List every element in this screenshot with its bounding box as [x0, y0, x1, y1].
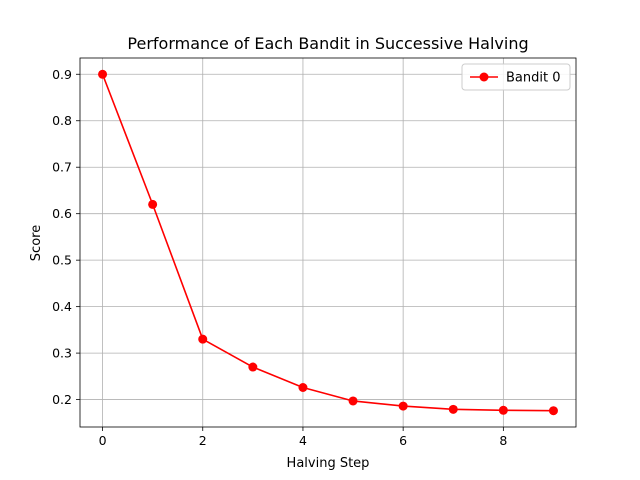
x-tick-label: 2 [199, 433, 207, 448]
data-point [248, 362, 258, 372]
plot-frame [79, 57, 577, 428]
data-point [198, 334, 208, 344]
x-tick-label: 4 [299, 433, 307, 448]
data-point [448, 404, 458, 414]
y-tick-label: 0.6 [52, 206, 72, 221]
data-point [398, 401, 408, 411]
series [98, 69, 558, 416]
y-tick-label: 0.2 [52, 392, 72, 407]
y-tick-label: 0.3 [52, 346, 72, 361]
data-point [98, 69, 108, 79]
legend: Bandit 0 [461, 63, 571, 91]
data-point [498, 405, 508, 415]
y-tick-label: 0.5 [52, 253, 72, 268]
series-line [101, 73, 554, 412]
axes [79, 57, 577, 428]
legend-label: Bandit 0 [506, 71, 561, 86]
legend-marker [479, 72, 489, 82]
data-point [298, 382, 308, 392]
y-tick-label: 0.8 [52, 113, 72, 128]
x-tick-label: 6 [399, 433, 407, 448]
data-point [148, 199, 158, 209]
chart-title: Performance of Each Bandit in Successive… [127, 34, 528, 53]
y-tick-label: 0.7 [52, 160, 72, 175]
y-tick-label: 0.9 [52, 67, 72, 82]
ticks: 0 2 4 6 8 0.2 0.3 0.4 0.5 0.6 0.7 0.8 0.9 [52, 67, 507, 448]
grid [80, 58, 576, 427]
y-tick-label: 0.4 [52, 299, 72, 314]
data-point [548, 406, 558, 416]
x-tick-label: 0 [99, 433, 107, 448]
x-tick-label: 8 [499, 433, 507, 448]
y-axis-title: Score [29, 225, 44, 261]
legend-box [461, 63, 571, 91]
data-point [348, 396, 358, 406]
x-axis-title: Halving Step [287, 456, 370, 471]
